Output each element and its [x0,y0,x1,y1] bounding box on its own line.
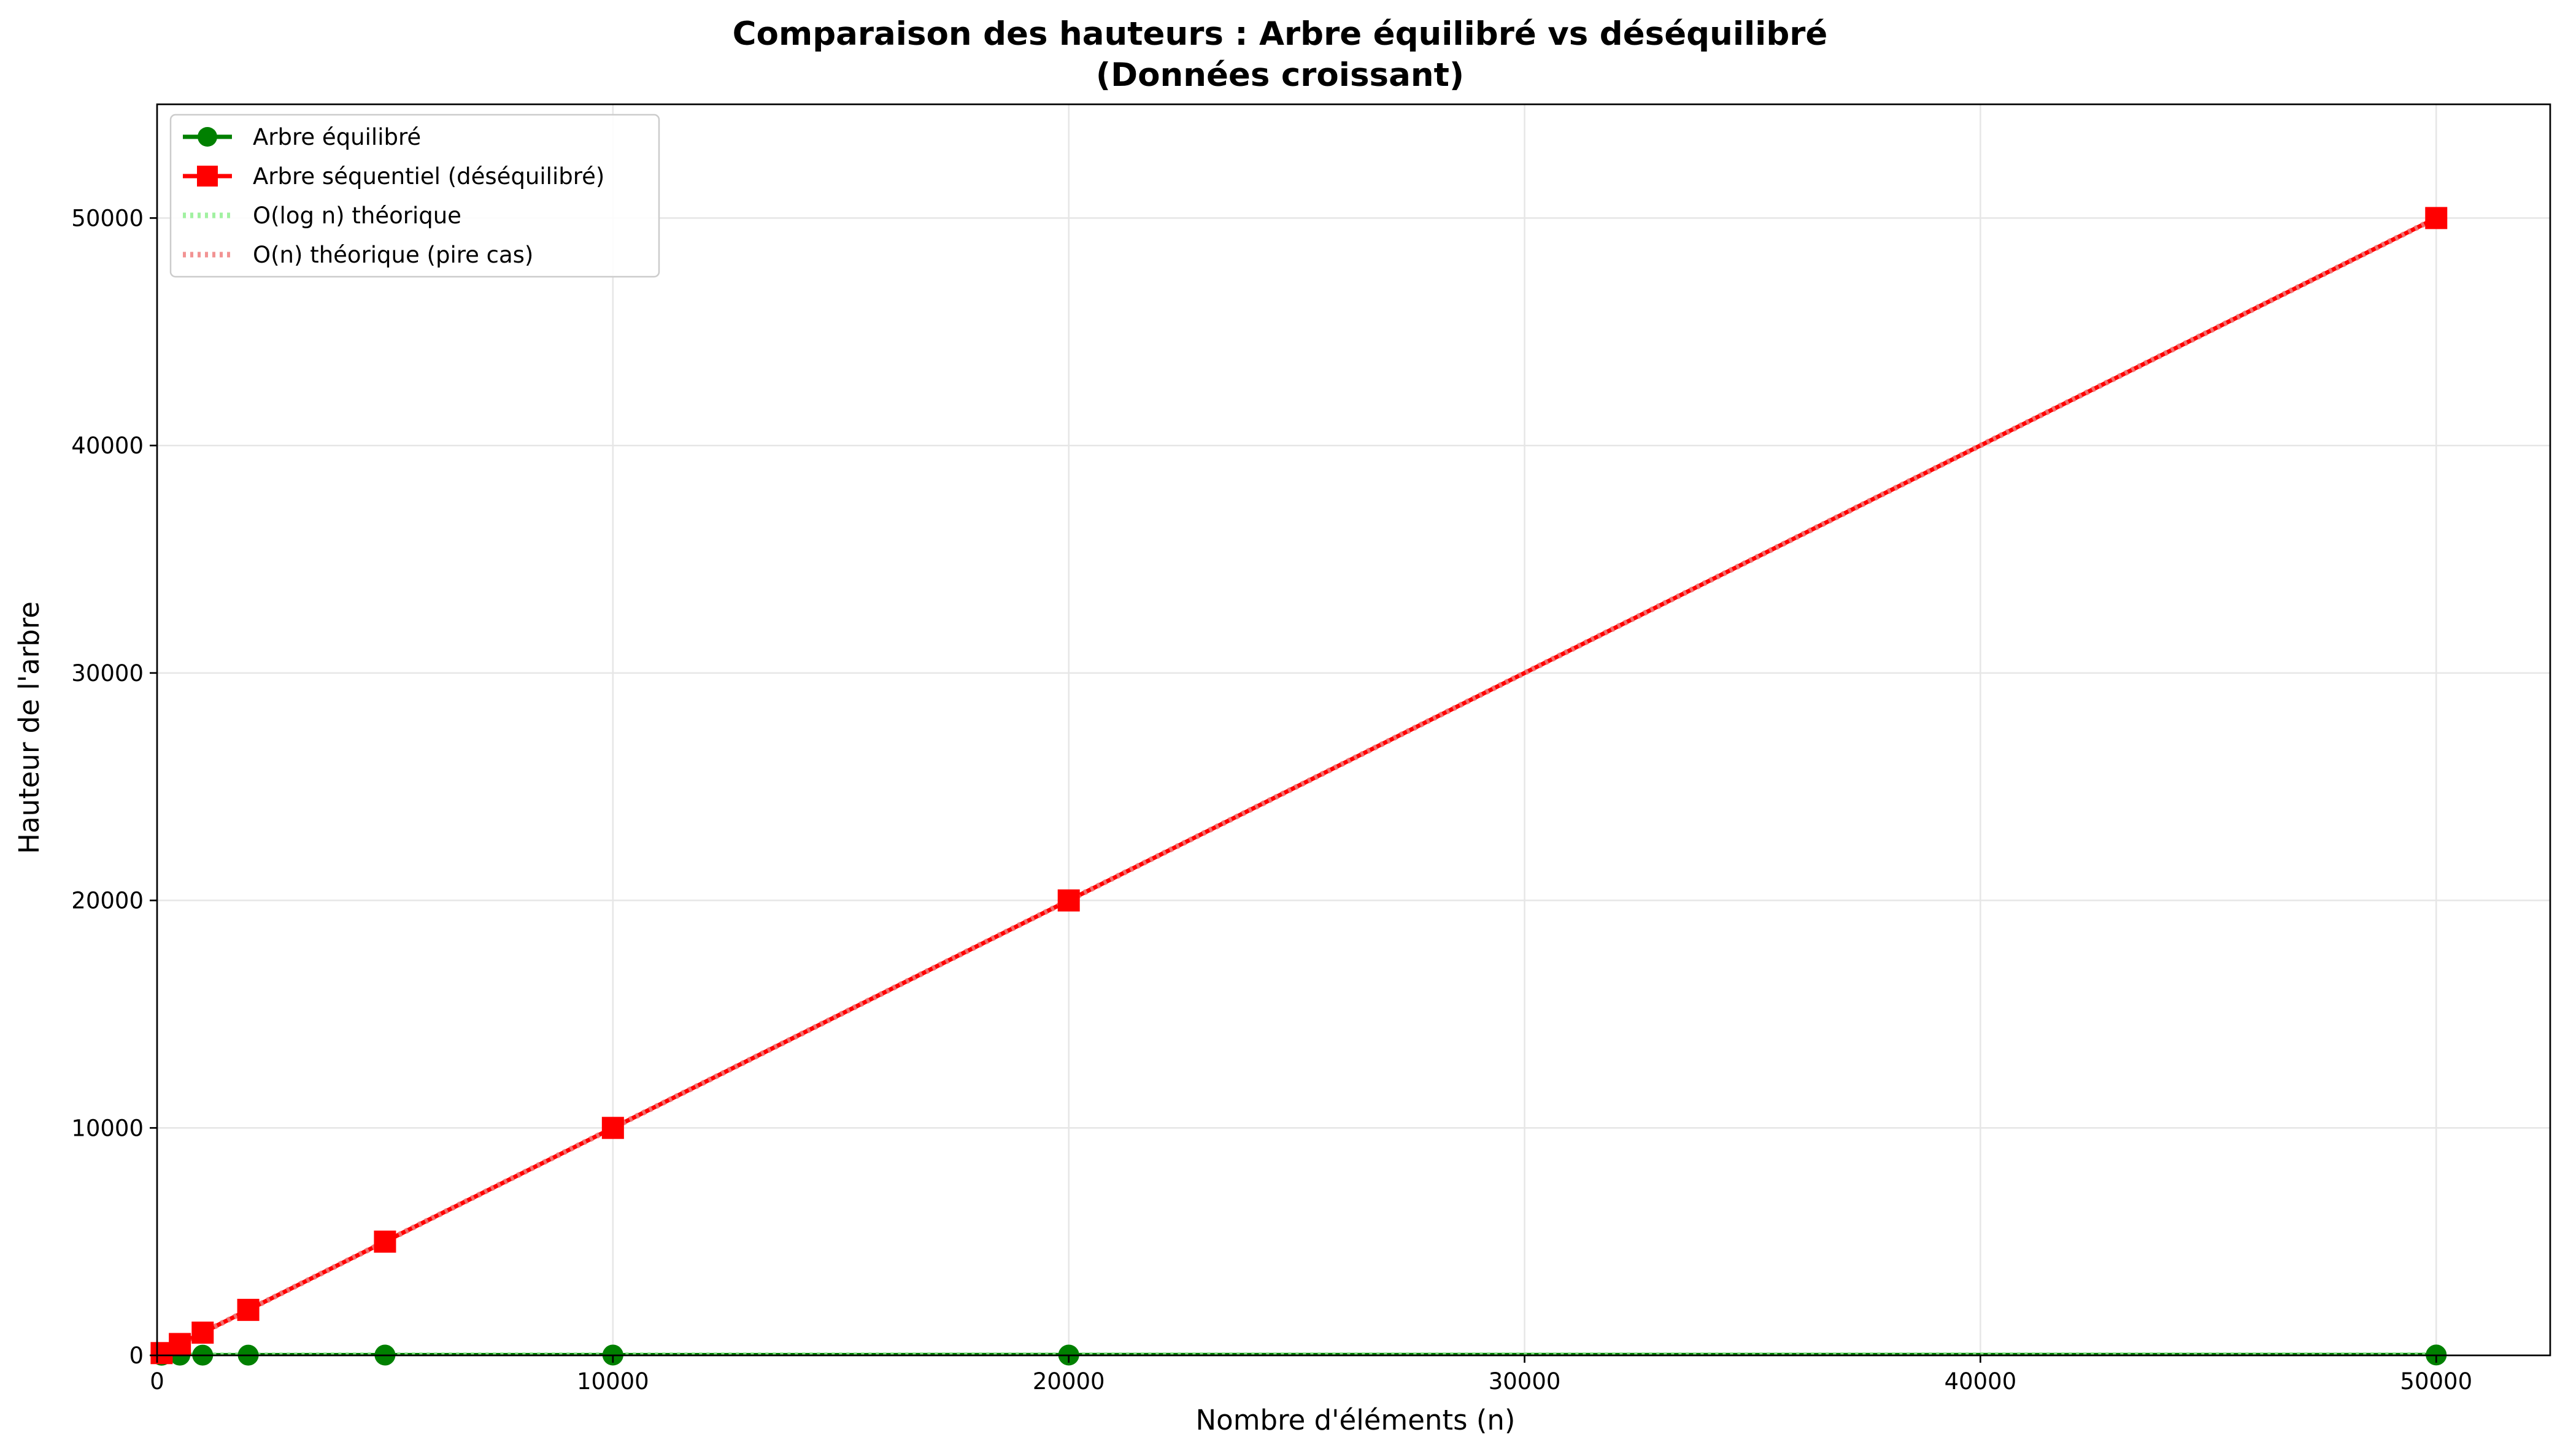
legend-marker-0 [198,127,217,147]
legend-label-2: O(log n) théorique [253,202,461,229]
legend-label-1: Arbre séquentiel (déséquilibré) [253,163,604,190]
x-tick-label-4: 40000 [1945,1368,2017,1395]
legend-label-0: Arbre équilibré [253,124,421,150]
x-tick-label-2: 20000 [1033,1368,1105,1395]
y-axis-label: Hauteur de l'arbre [13,601,45,854]
series-1-point-7 [2426,207,2446,228]
plot-background [157,104,2550,1355]
x-tick-label-3: 30000 [1489,1368,1561,1395]
series-1-point-2 [192,1322,213,1343]
legend-label-3: O(n) théorique (pire cas) [253,242,533,268]
series-1-point-4 [374,1231,395,1252]
y-tick-label-0: 0 [129,1342,144,1369]
x-tick-label-1: 10000 [577,1368,649,1395]
y-tick-label-4: 40000 [71,433,144,459]
x-axis-label: Nombre d'éléments (n) [1196,1404,1516,1436]
y-tick-label-3: 30000 [71,660,144,687]
series-1-point-5 [603,1117,623,1138]
series-1-point-3 [238,1300,259,1320]
y-tick-label-2: 20000 [71,888,144,914]
series-1-point-1 [169,1333,190,1354]
plot-area: 0 10000 20000 30000 40000 50000 0 10000 20000 300… [71,104,2550,1395]
legend-marker-1 [197,166,218,187]
legend: Arbre équilibré Arbre séquentiel (déséqui… [171,115,659,277]
series-1-point-6 [1058,890,1079,911]
chart-subtitle: (Données croissant) [1096,56,1464,94]
chart-title: Comparaison des hauteurs : Arbre équilib… [733,15,1828,53]
x-tick-label-0: 0 [150,1368,164,1395]
x-tick-label-5: 50000 [2400,1368,2472,1395]
y-tick-label-5: 50000 [71,205,144,231]
y-tick-label-1: 10000 [71,1115,144,1141]
